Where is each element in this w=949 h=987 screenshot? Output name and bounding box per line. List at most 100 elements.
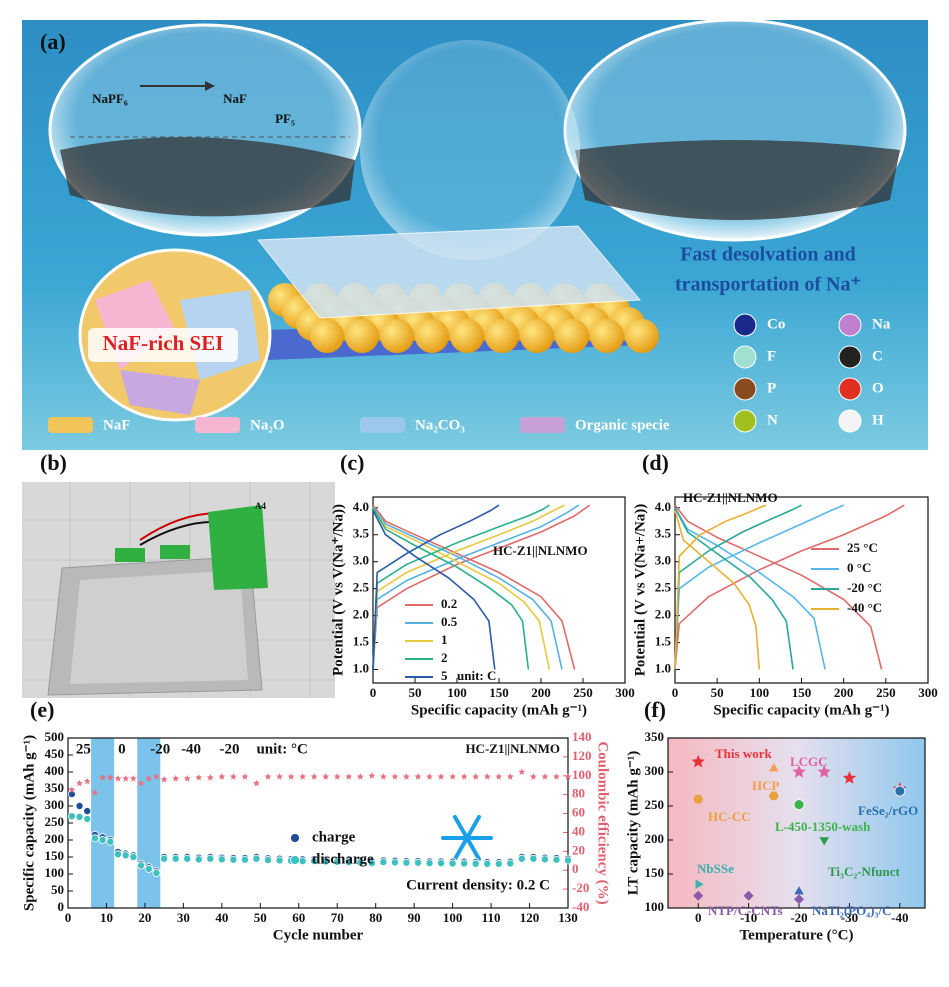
- panel-label: (d): [642, 450, 669, 475]
- y2-tick-label: -40: [572, 899, 589, 914]
- y2-axis-label: Coulombic efficiency (%): [595, 741, 611, 904]
- marker: [129, 853, 138, 862]
- panel-label: (b): [40, 450, 67, 475]
- x-tick-label: 0: [695, 910, 702, 925]
- graphene-layer: [60, 137, 355, 217]
- marker: [121, 851, 130, 860]
- marker: [564, 856, 573, 865]
- temperature-label: -20: [220, 741, 240, 757]
- point-label: FeSe₂/rGO: [858, 803, 918, 818]
- marker: [506, 859, 515, 868]
- y-tick-label: 150: [645, 865, 665, 880]
- marker: [194, 855, 203, 864]
- bubble: [360, 40, 580, 260]
- sticker: A4: [255, 501, 266, 511]
- curve: [372, 504, 580, 670]
- y2-tick-label: 80: [572, 786, 585, 801]
- marker: [426, 773, 433, 780]
- marker: [195, 774, 203, 781]
- marker: [264, 773, 272, 780]
- graphene-layer: [575, 140, 900, 220]
- element-label: F: [767, 348, 776, 364]
- marker: [553, 773, 560, 780]
- marker: [321, 857, 330, 866]
- x-axis-label: Specific capacity (mAh g⁻¹): [411, 702, 587, 718]
- curve: [674, 504, 802, 670]
- marker: [137, 779, 145, 787]
- marker: [356, 773, 364, 780]
- y-tick-label: 2.5: [353, 580, 370, 595]
- marker: [171, 854, 180, 863]
- element-swatch: [838, 377, 862, 401]
- marker: [253, 779, 260, 787]
- component-swatch: [520, 417, 565, 433]
- marker: [793, 799, 805, 811]
- x-tick-label: 250: [876, 685, 896, 700]
- sphere: [590, 319, 624, 353]
- y-tick-label: 300: [645, 763, 665, 778]
- marker: [263, 856, 272, 865]
- panel-label: (c): [340, 450, 364, 475]
- x-tick-label: 0: [370, 685, 377, 700]
- x-axis-label: Cycle number: [273, 927, 364, 943]
- marker: [743, 890, 754, 901]
- marker: [529, 854, 538, 863]
- x-tick-label: 50: [409, 685, 422, 700]
- marker: [252, 854, 261, 863]
- marker: [90, 834, 99, 843]
- pouch-highlight: [70, 570, 248, 684]
- element-swatch: [838, 409, 862, 433]
- marker: [693, 794, 704, 804]
- tab: [115, 548, 145, 562]
- marker: [240, 855, 249, 864]
- y-tick-label: 200: [645, 831, 665, 846]
- marker: [460, 773, 468, 780]
- marker: [310, 773, 318, 780]
- component-label: Na₂CO₃: [415, 417, 465, 433]
- y-tick-label: 1.5: [655, 634, 672, 649]
- plot-frame: [67, 737, 569, 909]
- marker: [437, 773, 445, 780]
- headline: transportation of Na⁺: [675, 274, 861, 296]
- legend-label: charge: [312, 829, 356, 845]
- marker: [75, 802, 84, 811]
- legend-label: 1: [441, 632, 448, 647]
- curve: [674, 504, 767, 670]
- marker: [83, 807, 92, 816]
- point-label: NbSSe: [697, 861, 734, 876]
- y-tick-label: 250: [45, 814, 65, 829]
- point-label: LCGC: [790, 754, 828, 769]
- temperature-label: -20: [150, 741, 170, 757]
- marker: [137, 861, 146, 870]
- component-label: NaF: [103, 417, 131, 433]
- marker: [540, 855, 549, 864]
- x-tick-label: 20: [138, 910, 151, 925]
- note: Current density: 0.2 C: [406, 877, 550, 893]
- element-label: Na: [872, 316, 891, 332]
- x-tick-label: 30: [177, 910, 190, 925]
- panel-label: (e): [30, 697, 54, 722]
- element-label: Co: [767, 316, 785, 332]
- y-tick-label: 3.0: [353, 553, 369, 568]
- marker: [241, 773, 249, 780]
- x-tick-label: -40: [891, 910, 908, 925]
- product: NaF: [223, 91, 247, 106]
- marker: [76, 779, 83, 787]
- marker: [517, 854, 526, 863]
- marker: [276, 773, 283, 780]
- y-tick-label: 150: [45, 848, 65, 863]
- marker: [894, 785, 906, 797]
- y2-tick-label: 120: [572, 748, 592, 763]
- y2-tick-label: 100: [572, 767, 592, 782]
- sei-grain: [120, 370, 200, 415]
- y-tick-label: 50: [51, 882, 64, 897]
- marker: [403, 773, 410, 780]
- y-tick-label: 4.0: [655, 499, 671, 514]
- marker: [183, 775, 191, 782]
- marker: [413, 858, 422, 867]
- marker: [356, 858, 365, 867]
- element-swatch: [838, 345, 862, 369]
- marker: [379, 773, 387, 780]
- marker: [541, 773, 549, 780]
- x-tick-label: 40: [215, 910, 228, 925]
